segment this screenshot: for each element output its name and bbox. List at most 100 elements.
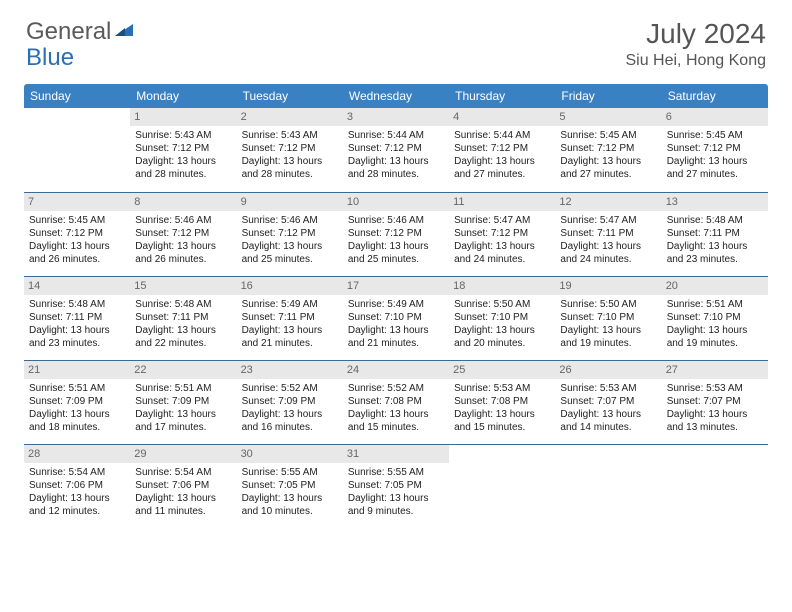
sunset-text: Sunset: 7:11 PM [242,311,338,324]
day-number: 3 [343,108,449,126]
day-info: Sunrise: 5:50 AMSunset: 7:10 PMDaylight:… [560,298,656,350]
sunrise-text: Sunrise: 5:52 AM [242,382,338,395]
day-info: Sunrise: 5:55 AMSunset: 7:05 PMDaylight:… [242,466,338,518]
logo: General [26,18,135,46]
title-block: July 2024 Siu Hei, Hong Kong [625,18,766,70]
day-number: 7 [24,193,130,211]
sunrise-text: Sunrise: 5:54 AM [135,466,231,479]
day-number: 12 [555,193,661,211]
daylight-text: Daylight: 13 hours and 28 minutes. [242,155,338,181]
sunset-text: Sunset: 7:12 PM [348,227,444,240]
sunrise-text: Sunrise: 5:55 AM [348,466,444,479]
calendar-day-cell [24,108,130,192]
sunrise-text: Sunrise: 5:43 AM [242,129,338,142]
calendar-day-cell: 2 Sunrise: 5:43 AMSunset: 7:12 PMDaylight… [237,108,343,192]
calendar-week-row: 1Sunrise: 5:43 AMSunset: 7:12 PMDaylight… [24,108,768,192]
location-subtitle: Siu Hei, Hong Kong [625,52,766,70]
day-info: Sunrise: 5:51 AMSunset: 7:09 PMDaylight:… [29,382,125,434]
calendar-day-cell: 28Sunrise: 5:54 AMSunset: 7:06 PMDayligh… [24,444,130,528]
weekday-header: Sunday [24,84,130,108]
daylight-text: Daylight: 13 hours and 27 minutes. [667,155,763,181]
calendar-day-cell [449,444,555,528]
calendar-day-cell: 7 Sunrise: 5:45 AMSunset: 7:12 PMDaylight… [24,192,130,276]
day-number: 24 [343,361,449,379]
daylight-text: Daylight: 13 hours and 15 minutes. [454,408,550,434]
weekday-header: Wednesday [343,84,449,108]
sunrise-text: Sunrise: 5:49 AM [348,298,444,311]
daylight-text: Daylight: 13 hours and 17 minutes. [135,408,231,434]
daylight-text: Daylight: 13 hours and 13 minutes. [667,408,763,434]
sunrise-text: Sunrise: 5:46 AM [242,214,338,227]
day-info: Sunrise: 5:46 AMSunset: 7:12 PMDaylight:… [242,214,338,266]
sunset-text: Sunset: 7:09 PM [135,395,231,408]
daylight-text: Daylight: 13 hours and 10 minutes. [242,492,338,518]
day-number: 13 [662,193,768,211]
daylight-text: Daylight: 13 hours and 22 minutes. [135,324,231,350]
sunrise-text: Sunrise: 5:43 AM [135,129,231,142]
daylight-text: Daylight: 13 hours and 26 minutes. [135,240,231,266]
sunrise-text: Sunrise: 5:51 AM [29,382,125,395]
sunrise-text: Sunrise: 5:45 AM [560,129,656,142]
sunrise-text: Sunrise: 5:53 AM [560,382,656,395]
day-number: 11 [449,193,555,211]
day-info: Sunrise: 5:48 AMSunset: 7:11 PMDaylight:… [135,298,231,350]
day-number: 16 [237,277,343,295]
sunrise-text: Sunrise: 5:48 AM [667,214,763,227]
daylight-text: Daylight: 13 hours and 19 minutes. [560,324,656,350]
sunrise-text: Sunrise: 5:45 AM [667,129,763,142]
daylight-text: Daylight: 13 hours and 9 minutes. [348,492,444,518]
sunset-text: Sunset: 7:10 PM [348,311,444,324]
day-number: 8 [130,193,236,211]
sunrise-text: Sunrise: 5:44 AM [348,129,444,142]
daylight-text: Daylight: 13 hours and 16 minutes. [242,408,338,434]
calendar-day-cell: 15Sunrise: 5:48 AMSunset: 7:11 PMDayligh… [130,276,236,360]
calendar-day-cell: 22Sunrise: 5:51 AMSunset: 7:09 PMDayligh… [130,360,236,444]
sunset-text: Sunset: 7:07 PM [560,395,656,408]
calendar-day-cell: 31Sunrise: 5:55 AMSunset: 7:05 PMDayligh… [343,444,449,528]
calendar-day-cell: 12Sunrise: 5:47 AMSunset: 7:11 PMDayligh… [555,192,661,276]
day-info: Sunrise: 5:47 AMSunset: 7:12 PMDaylight:… [454,214,550,266]
day-info: Sunrise: 5:43 AMSunset: 7:12 PMDaylight:… [135,129,231,181]
sunset-text: Sunset: 7:11 PM [29,311,125,324]
calendar-day-cell: 30 Sunrise: 5:55 AMSunset: 7:05 PMDayligh… [237,444,343,528]
sunrise-text: Sunrise: 5:48 AM [29,298,125,311]
calendar-day-cell: 10Sunrise: 5:46 AMSunset: 7:12 PMDayligh… [343,192,449,276]
daylight-text: Daylight: 13 hours and 18 minutes. [29,408,125,434]
calendar-day-cell: 1Sunrise: 5:43 AMSunset: 7:12 PMDaylight… [130,108,236,192]
sunset-text: Sunset: 7:12 PM [454,227,550,240]
daylight-text: Daylight: 13 hours and 23 minutes. [29,324,125,350]
day-number: 6 [662,108,768,126]
daylight-text: Daylight: 13 hours and 15 minutes. [348,408,444,434]
calendar-week-row: 28Sunrise: 5:54 AMSunset: 7:06 PMDayligh… [24,444,768,528]
sunrise-text: Sunrise: 5:54 AM [29,466,125,479]
sunrise-text: Sunrise: 5:53 AM [454,382,550,395]
daylight-text: Daylight: 13 hours and 24 minutes. [454,240,550,266]
sunset-text: Sunset: 7:11 PM [667,227,763,240]
calendar-day-cell: 17Sunrise: 5:49 AMSunset: 7:10 PMDayligh… [343,276,449,360]
day-info: Sunrise: 5:48 AMSunset: 7:11 PMDaylight:… [667,214,763,266]
day-number: 28 [24,445,130,463]
day-info: Sunrise: 5:43 AMSunset: 7:12 PMDaylight:… [242,129,338,181]
sunset-text: Sunset: 7:12 PM [135,142,231,155]
calendar-day-cell: 20Sunrise: 5:51 AMSunset: 7:10 PMDayligh… [662,276,768,360]
day-number: 30 [237,445,343,463]
calendar-day-cell: 6Sunrise: 5:45 AMSunset: 7:12 PMDaylight… [662,108,768,192]
day-number: 23 [237,361,343,379]
day-info: Sunrise: 5:50 AMSunset: 7:10 PMDaylight:… [454,298,550,350]
sunset-text: Sunset: 7:08 PM [348,395,444,408]
day-number: 2 [237,108,343,126]
calendar-day-cell: 18Sunrise: 5:50 AMSunset: 7:10 PMDayligh… [449,276,555,360]
sunrise-text: Sunrise: 5:50 AM [560,298,656,311]
sunrise-text: Sunrise: 5:48 AM [135,298,231,311]
sunrise-text: Sunrise: 5:46 AM [348,214,444,227]
day-info: Sunrise: 5:49 AMSunset: 7:10 PMDaylight:… [348,298,444,350]
day-info: Sunrise: 5:45 AMSunset: 7:12 PMDaylight:… [29,214,125,266]
day-info: Sunrise: 5:53 AMSunset: 7:07 PMDaylight:… [667,382,763,434]
page-header: General July 2024 Siu Hei, Hong Kong [0,0,792,78]
daylight-text: Daylight: 13 hours and 23 minutes. [667,240,763,266]
calendar-day-cell [555,444,661,528]
day-number: 4 [449,108,555,126]
calendar-week-row: 21Sunrise: 5:51 AMSunset: 7:09 PMDayligh… [24,360,768,444]
calendar-day-cell [662,444,768,528]
daylight-text: Daylight: 13 hours and 20 minutes. [454,324,550,350]
